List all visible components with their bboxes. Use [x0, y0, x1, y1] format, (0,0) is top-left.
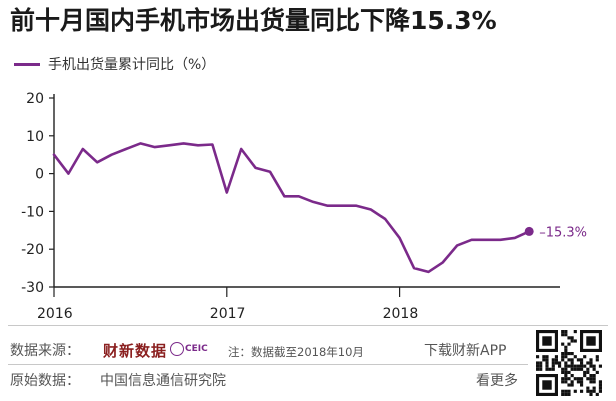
data-note: 注：数据截至2018年10月	[228, 345, 364, 359]
caixin-data-logo: 财新数据	[103, 342, 168, 360]
footer-divider-mid	[8, 364, 528, 365]
y-tick-label: -20	[21, 242, 44, 258]
y-tick-label: -30	[21, 280, 44, 296]
legend-label: 手机出货量累计同比（%）	[48, 57, 216, 73]
chart-legend: 手机出货量累计同比（%）	[14, 54, 215, 74]
chart-series: –15.3%	[52, 142, 587, 274]
series-line	[52, 142, 531, 274]
line-chart: 20 10 0 -10 -20 -30 2016 2017 2018 –15.3%	[21, 91, 587, 322]
x-tick-label: 2018	[383, 306, 419, 322]
qr-code-icon[interactable]	[536, 330, 602, 396]
x-tick-label: 2017	[210, 306, 246, 322]
source-label: 数据来源：	[10, 343, 80, 359]
footer-divider-top	[8, 325, 608, 326]
y-tick-label: 20	[26, 91, 44, 107]
ceic-logo: CEIC	[170, 342, 208, 356]
origin-source: 中国信息通信研究院	[100, 373, 226, 389]
end-point-marker	[524, 226, 534, 236]
y-tick-label: 10	[26, 129, 44, 145]
download-app-link[interactable]: 下载财新APP	[424, 343, 507, 359]
y-axis: 20 10 0 -10 -20 -30	[21, 91, 55, 296]
ceic-logo-mark	[170, 342, 184, 356]
chart-title: 前十月国内手机市场出货量同比下降15.3%	[10, 6, 497, 35]
see-more-link[interactable]: 看更多	[476, 373, 518, 389]
origin-label: 原始数据：	[10, 373, 80, 389]
y-tick-label: -10	[21, 204, 44, 220]
x-axis: 2016 2017 2018	[37, 286, 560, 322]
ceic-logo-text: CEIC	[185, 344, 208, 354]
end-value-label: –15.3%	[539, 225, 587, 240]
x-tick-label: 2016	[37, 306, 73, 322]
legend-swatch	[14, 62, 40, 66]
y-tick-label: 0	[35, 167, 44, 183]
